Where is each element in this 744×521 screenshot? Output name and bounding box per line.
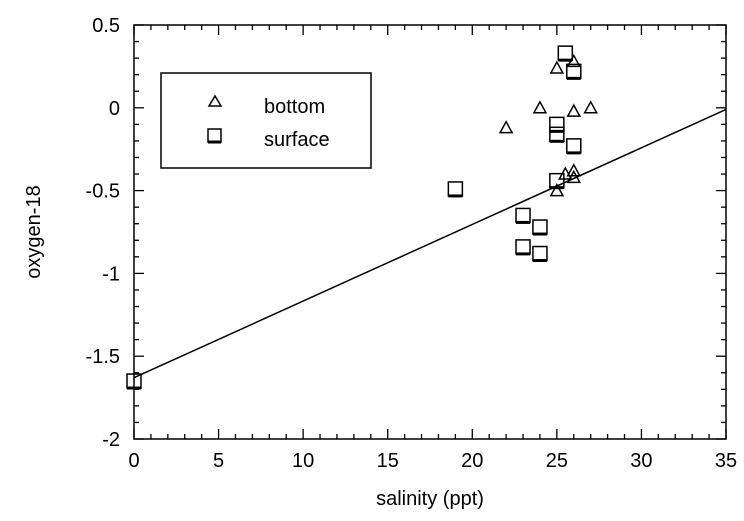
surface-point-square [515, 207, 531, 224]
axis-tick-labels: 0 5 10 15 20 25 30 35 0.5 0 -0.5 -1 -1.5 -2 [86, 15, 738, 472]
legend-label-surface: surface [264, 129, 330, 151]
axis-ticks [133, 24, 727, 440]
x-tick-label: 20 [461, 450, 483, 472]
surface-point-square [549, 116, 565, 133]
bottom-point [566, 103, 582, 117]
x-tick-label: 0 [128, 450, 139, 472]
surface-point-square [557, 45, 574, 61]
plot-frame [133, 24, 727, 440]
legend-label-bottom: bottom [264, 96, 325, 118]
y-axis-label: oxygen-18 [23, 185, 45, 278]
surface-point [515, 239, 531, 256]
x-axis-label: salinity (ppt) [376, 488, 484, 510]
surface-point [566, 63, 582, 80]
surface-point-square [549, 126, 565, 143]
x-tick-label: 25 [546, 450, 568, 472]
bottom-point [549, 60, 565, 74]
surface-point [549, 126, 565, 143]
surface-point-square [532, 219, 548, 235]
surface-point-square [515, 239, 531, 255]
surface-point [532, 219, 548, 236]
bottom-point [498, 120, 514, 134]
regression-line [133, 108, 727, 379]
surface-point-square [447, 181, 464, 197]
y-tick-label: -2 [102, 429, 120, 451]
surface-point [557, 45, 574, 62]
bottom-point [549, 183, 565, 197]
surface-point-square [566, 138, 582, 154]
x-tick-label: 35 [715, 450, 737, 472]
x-tick-label: 10 [292, 450, 314, 472]
data-points [126, 45, 598, 390]
x-tick-label: 15 [377, 450, 399, 472]
surface-point [549, 172, 565, 190]
bottom-point [583, 100, 598, 114]
bottom-point [532, 100, 548, 114]
legend-triangle-icon [207, 94, 223, 107]
x-tick-label: 5 [213, 450, 224, 472]
legend-box [160, 72, 372, 169]
bottom-point [566, 163, 582, 177]
y-tick-label: -0.5 [86, 181, 120, 203]
surface-point [532, 245, 548, 263]
y-tick-label: -1 [102, 263, 120, 285]
surface-point-square [532, 245, 548, 262]
y-tick-label: 0 [109, 98, 120, 120]
bottom-point [566, 169, 582, 184]
surface-point [549, 116, 565, 133]
x-tick-label: 30 [630, 450, 652, 472]
surface-point [566, 138, 582, 155]
surface-point [515, 207, 531, 224]
y-tick-label: 0.5 [92, 15, 120, 37]
surface-point [126, 373, 142, 390]
legend: bottom surface [160, 72, 372, 169]
y-tick-label: -1.5 [86, 346, 120, 368]
surface-point [447, 181, 464, 198]
